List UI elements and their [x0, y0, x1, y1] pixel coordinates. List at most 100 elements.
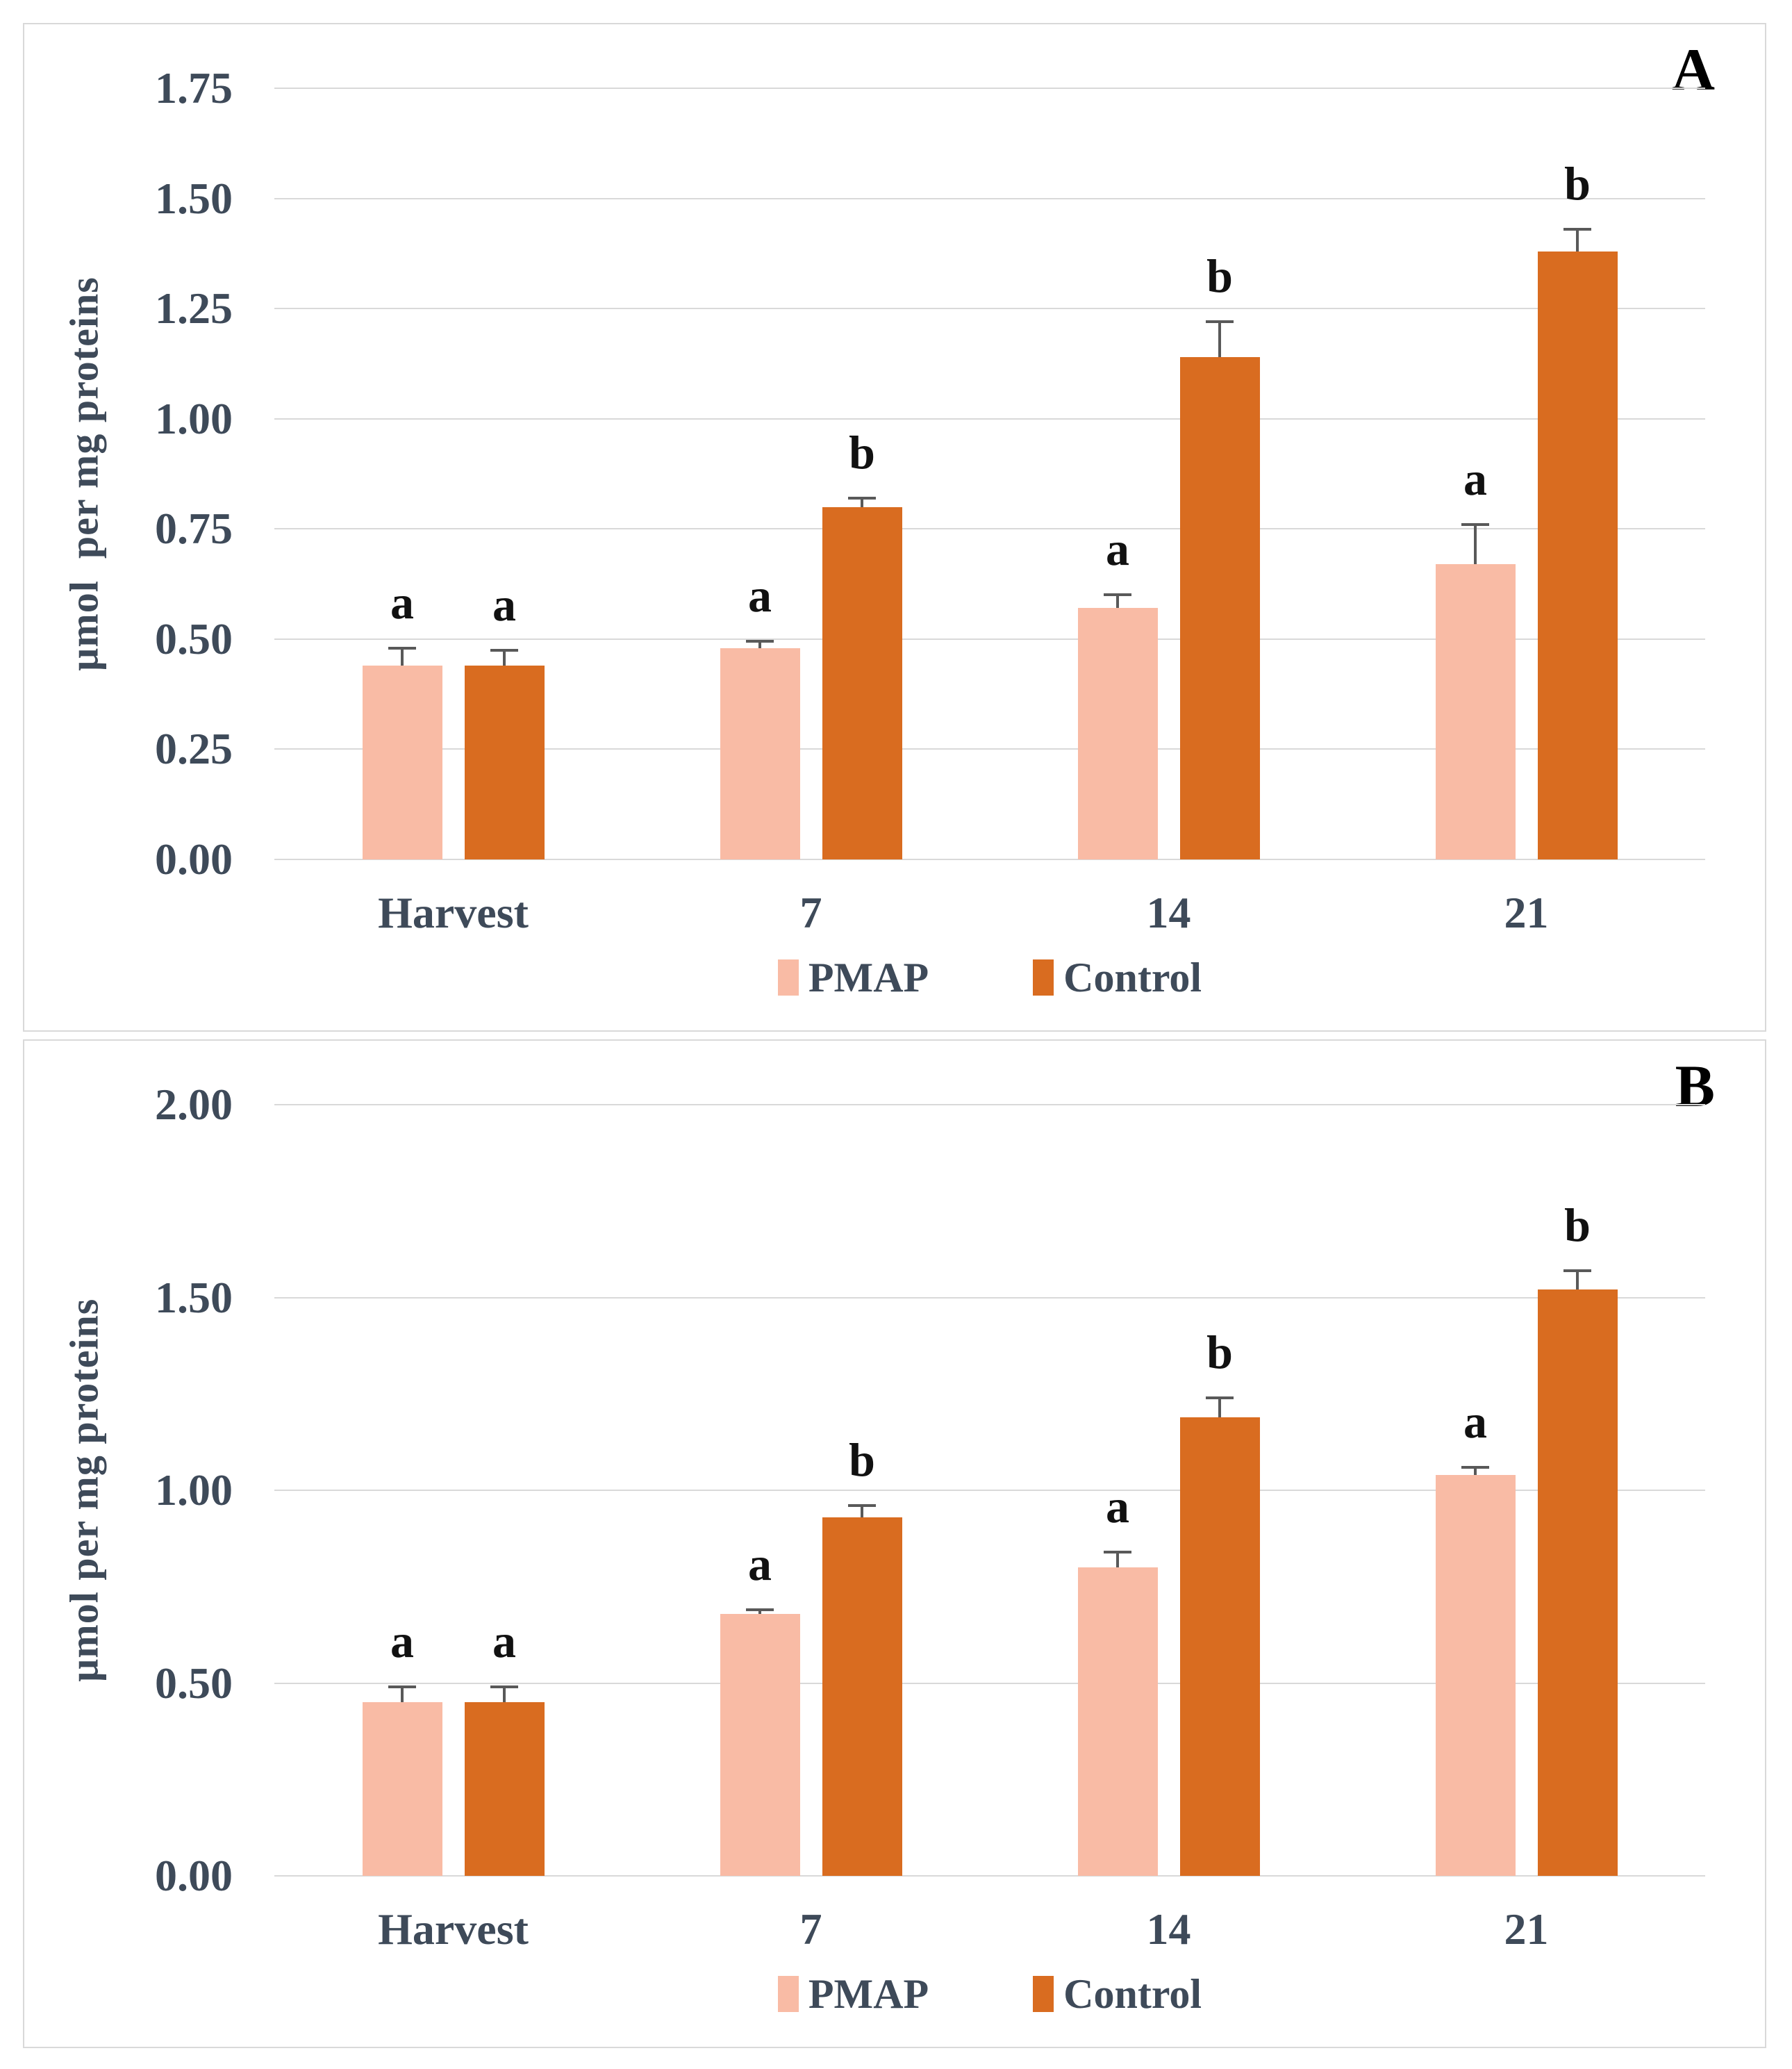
- bar-pmap-7: [720, 648, 800, 859]
- legend-item-control: Control: [1033, 957, 1202, 998]
- significance-letter: b: [1564, 156, 1591, 210]
- error-bar: [1474, 1467, 1477, 1475]
- x-category-label: 7: [799, 888, 822, 937]
- bar-control-7: [822, 1517, 902, 1876]
- significance-letter: b: [849, 425, 875, 479]
- gridline: [274, 418, 1705, 420]
- bar-control-14: [1179, 1417, 1260, 1876]
- error-bar-cap: [1563, 227, 1591, 231]
- error-bar: [1576, 229, 1579, 252]
- panel-b: B µmol per mg proteins 2.00 1.50 1.00 0.50 0…: [23, 1039, 1766, 2048]
- bar-pmap-14: [1077, 1567, 1158, 1876]
- panel-letter-b: B: [1675, 1053, 1715, 1119]
- error-bar: [1576, 1270, 1579, 1290]
- significance-letter: b: [1206, 249, 1233, 303]
- x-category-label: 14: [1146, 1904, 1191, 1954]
- plot-area: 1.75 1.50 1.25 1.00 0.75 0.50 0.25 0.00 a a Harves…: [24, 24, 1765, 1030]
- plot-area: 2.00 1.50 1.00 0.50 0.00 a a Harvest a b 7 a b 14 a b 21…: [24, 1041, 1765, 2047]
- legend-item-control: Control: [1033, 1973, 1202, 2015]
- panel-letter-a: A: [1671, 36, 1715, 103]
- gridline: [274, 638, 1705, 640]
- error-bar: [1218, 322, 1221, 357]
- error-bar-cap: [1104, 1550, 1131, 1553]
- x-category-label: Harvest: [378, 1904, 529, 1954]
- significance-letter: b: [849, 1433, 875, 1487]
- legend-item-pmap: PMAP: [777, 955, 929, 1000]
- y-tick-label: 1.00: [155, 1465, 233, 1515]
- bar-pmap-14: [1077, 608, 1158, 859]
- y-tick-label: 0.25: [155, 724, 233, 774]
- error-bar: [861, 497, 863, 507]
- error-bar-cap: [1206, 1396, 1234, 1399]
- significance-letter: a: [390, 1615, 414, 1668]
- legend-swatch-control: [1033, 959, 1054, 996]
- y-tick-label: 2.00: [155, 1080, 233, 1129]
- error-bar-cap: [746, 1608, 774, 1612]
- significance-letter: a: [1106, 522, 1129, 576]
- error-bar: [401, 1687, 404, 1703]
- bar-control-21: [1537, 1289, 1618, 1876]
- bar-pmap-harvest: [362, 665, 442, 859]
- legend-label: PMAP: [808, 955, 929, 1000]
- x-category-label: 21: [1504, 1904, 1549, 1954]
- error-bar-cap: [1461, 522, 1489, 526]
- error-bar-cap: [1563, 1269, 1591, 1272]
- bar-control-14: [1179, 356, 1260, 859]
- y-tick-label: 0.50: [155, 1658, 233, 1708]
- legend-swatch-control: [1033, 1976, 1054, 2012]
- gridline: [274, 1682, 1705, 1684]
- y-tick-label: 1.00: [155, 393, 233, 443]
- error-bar-cap: [490, 648, 518, 652]
- gridline: [274, 308, 1705, 310]
- y-tick-label: 1.50: [155, 1272, 233, 1322]
- error-bar: [758, 1610, 761, 1614]
- x-category-label: 7: [799, 1904, 822, 1954]
- x-category-label: 21: [1504, 888, 1549, 937]
- error-bar: [861, 1506, 863, 1517]
- error-bar-cap: [490, 1685, 518, 1689]
- legend-label: PMAP: [808, 1971, 929, 2017]
- legend-label: Control: [1063, 955, 1202, 1000]
- gridline: [274, 528, 1705, 530]
- gridline: [274, 748, 1705, 750]
- significance-letter: b: [1564, 1198, 1591, 1251]
- x-category-label: 14: [1146, 888, 1191, 937]
- y-tick-label: 0.75: [155, 504, 233, 554]
- error-bar-cap: [388, 1685, 416, 1689]
- significance-letter: b: [1206, 1325, 1233, 1378]
- bar-pmap-21: [1435, 1474, 1516, 1876]
- y-tick-label: 0.50: [155, 613, 233, 663]
- error-bar-cap: [388, 646, 416, 650]
- significance-letter: a: [390, 575, 414, 629]
- gridline: [274, 859, 1705, 860]
- error-bar-cap: [1206, 320, 1234, 324]
- error-bar-cap: [746, 640, 774, 643]
- error-bar: [503, 1687, 506, 1703]
- gridline: [274, 1104, 1705, 1105]
- gridline: [274, 1296, 1705, 1299]
- significance-letter: a: [1106, 1479, 1129, 1533]
- error-bar: [1116, 1551, 1119, 1567]
- legend-item-pmap: PMAP: [777, 1971, 929, 2017]
- error-bar: [401, 648, 404, 666]
- bar-pmap-harvest: [362, 1702, 442, 1876]
- y-tick-label: 1.25: [155, 283, 233, 333]
- legend-label: Control: [1063, 1971, 1202, 2017]
- significance-letter: a: [1463, 452, 1487, 505]
- bar-control-7: [822, 506, 902, 859]
- significance-letter: a: [748, 1538, 772, 1591]
- y-tick-label: 1.75: [155, 63, 233, 113]
- bar-control-harvest: [464, 1702, 545, 1876]
- significance-letter: a: [492, 1615, 516, 1668]
- bar-control-harvest: [464, 665, 545, 859]
- error-bar: [1218, 1397, 1221, 1417]
- bar-pmap-7: [720, 1613, 800, 1876]
- gridline: [274, 1490, 1705, 1491]
- y-tick-label: 0.00: [155, 834, 233, 884]
- panel-a: A µmol per mg proteins 1.75 1.50 1.25 1.00 0…: [23, 23, 1766, 1032]
- gridline: [274, 88, 1705, 89]
- error-bar-cap: [848, 1504, 876, 1508]
- gridline: [274, 197, 1705, 199]
- bar-pmap-21: [1435, 564, 1516, 859]
- significance-letter: a: [1463, 1394, 1487, 1448]
